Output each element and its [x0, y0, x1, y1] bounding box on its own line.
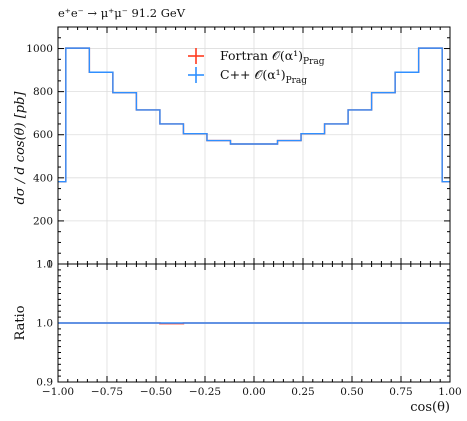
legend-label-fortran: Fortran 𝒪(α¹)Prag [220, 48, 325, 67]
ratio-y-axis-label: Ratio [13, 305, 28, 340]
main-y-tick-label: 200 [33, 215, 53, 227]
ratio-y-tick-label: 1.0 [36, 318, 53, 330]
ratio-panel: −1.00 −0.75 −0.50 −0.25 0.00 0.25 0.50 0.75 1.00… [13, 259, 462, 416]
main-panel: 0 200 400 600 800 1000 dσ / d cos(θ) [pb] [13, 26, 451, 271]
ratio-axis-ticks: −1.00 −0.75 −0.50 −0.25 0.00 0.25 0.50 0.75 1.00… [36, 259, 461, 399]
x-tick-label: 0.75 [389, 386, 412, 398]
x-tick-label: −1.00 [42, 386, 74, 398]
x-tick-label: 0.00 [242, 386, 265, 398]
x-tick-label: 0.50 [340, 386, 363, 398]
legend-entry-fortran: Fortran 𝒪(α¹)Prag [188, 48, 325, 67]
x-tick-label: 1.00 [438, 386, 461, 398]
x-tick-label: −0.50 [140, 386, 172, 398]
legend-label-cpp-sub: Prag [286, 76, 308, 86]
legend-label-cpp-main: C++ 𝒪(α¹) [220, 67, 286, 82]
main-y-tick-label: 0 [46, 259, 53, 271]
x-tick-label: −0.75 [91, 386, 123, 398]
x-tick-label: 0.25 [291, 386, 314, 398]
ratio-plot-frame [57, 263, 451, 383]
ratio-series-group [58, 322, 450, 325]
x-axis-label: cos(θ) [410, 400, 450, 415]
main-y-tick-label: 600 [33, 129, 53, 141]
main-gridlines [57, 27, 451, 264]
main-series-group [58, 47, 450, 183]
series-cpp-line [58, 47, 450, 183]
x-tick-label: −0.25 [189, 386, 221, 398]
chart-title: e⁺e⁻ → μ⁺μ⁻ 91.2 GeV [58, 6, 186, 20]
legend-marker-fortran [188, 48, 204, 64]
main-y-axis-label: dσ / d cos(θ) [pb] [13, 91, 28, 205]
ratio-y-tick-label: 0.9 [36, 377, 53, 389]
ratio-y-tick-label: 1.1 [36, 259, 53, 271]
main-y-tick-label: 800 [33, 86, 53, 98]
legend-marker-cpp [188, 67, 204, 83]
legend-label-fortran-main: Fortran 𝒪(α¹) [220, 48, 303, 63]
legend-label-cpp: C++ 𝒪(α¹)Prag [220, 67, 307, 86]
main-y-tick-label: 1000 [26, 43, 53, 55]
main-y-tick-label: 400 [33, 172, 53, 184]
legend: Fortran 𝒪(α¹)Prag C++ 𝒪(α¹)Prag [188, 48, 325, 86]
legend-label-fortran-sub: Prag [303, 57, 325, 67]
legend-entry-cpp: C++ 𝒪(α¹)Prag [188, 67, 307, 86]
